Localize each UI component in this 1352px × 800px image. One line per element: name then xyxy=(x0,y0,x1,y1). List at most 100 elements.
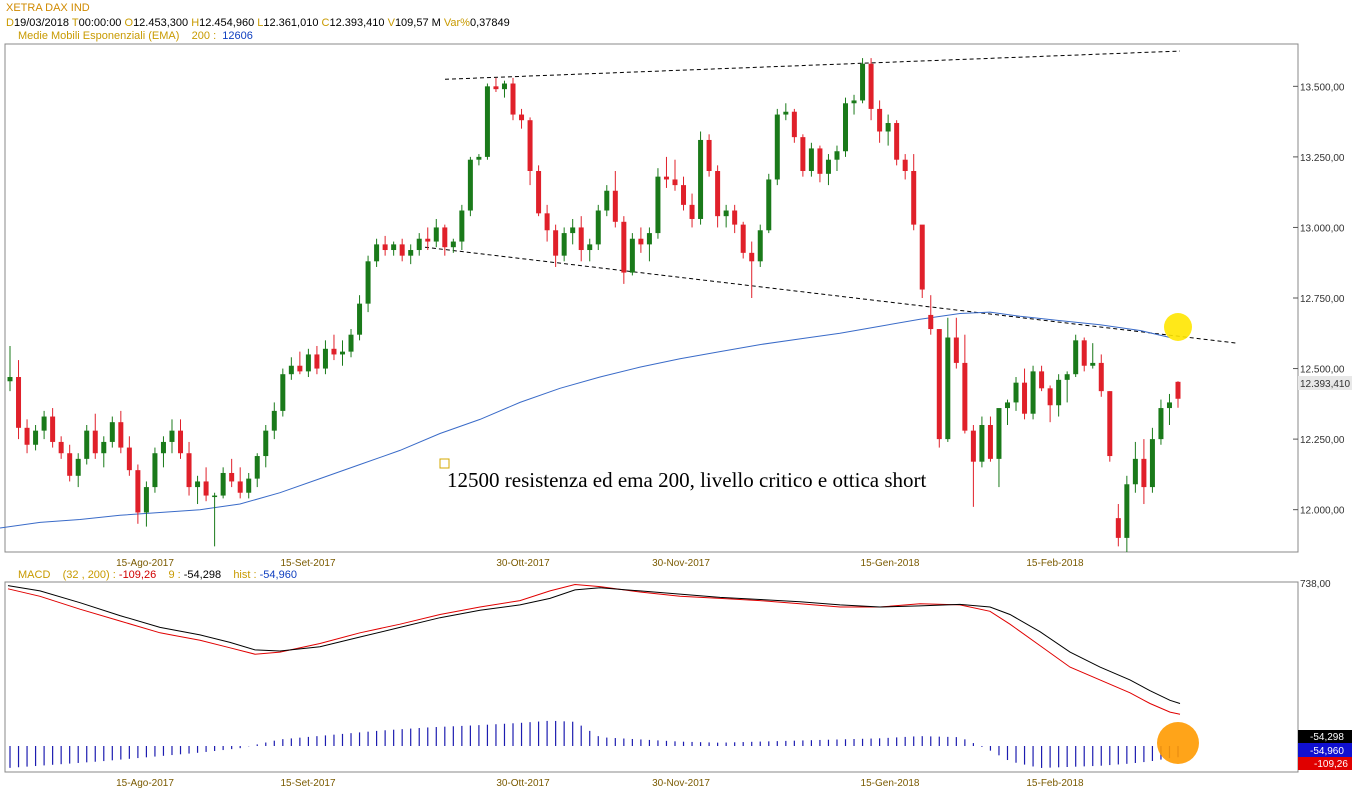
price-tick-label: 13.000,00 xyxy=(1300,223,1345,234)
macd-legend[interactable]: MACD (32 , 200) : -109,26 9 : -54,298 hi… xyxy=(18,569,297,581)
ema-200-line xyxy=(0,311,1171,529)
candle-body xyxy=(715,171,721,217)
date-tick-label: 30-Ott-2017 xyxy=(496,778,550,789)
candle-body xyxy=(987,425,993,459)
date-tick-label: 30-Nov-2017 xyxy=(652,558,710,569)
hist-badge-box xyxy=(1298,743,1352,757)
macd-badge-box xyxy=(1298,757,1352,770)
candle-body xyxy=(101,441,107,454)
macd-histogram xyxy=(9,720,1179,768)
candle-body xyxy=(817,148,823,174)
candle-body xyxy=(689,204,695,219)
candle-body xyxy=(1064,374,1070,380)
price-badge: 12.393,410 xyxy=(1300,379,1350,390)
candle-body xyxy=(58,441,64,454)
candle-body xyxy=(979,425,985,462)
candle-body xyxy=(50,416,56,442)
candle-body xyxy=(919,224,925,290)
candle-body xyxy=(1166,402,1172,409)
price-tick-label: 12.500,00 xyxy=(1300,365,1345,376)
date-value: 19/03/2018 xyxy=(13,17,70,29)
price-tick-label: 13.250,00 xyxy=(1300,153,1345,164)
candle-body xyxy=(843,103,849,152)
candle-body xyxy=(1149,439,1155,488)
candle-body xyxy=(178,430,184,454)
price-axis: 12.000,00 12.250,00 12.500,00 12.750,00 13.0… xyxy=(1293,82,1345,517)
candle-body xyxy=(868,63,874,109)
candle-body xyxy=(1039,371,1045,389)
candle-body xyxy=(1141,458,1147,488)
price-badge-box xyxy=(1298,376,1352,390)
candle-body xyxy=(825,159,831,174)
annotation-anchor[interactable] xyxy=(439,458,450,469)
date-tick-label: 15-Feb-2018 xyxy=(1026,558,1084,569)
candle-body xyxy=(519,114,525,121)
candle-body xyxy=(570,227,576,234)
candle-body xyxy=(723,210,729,217)
chart-title: XETRA DAX IND xyxy=(6,2,90,14)
date-tick-label: 30-Nov-2017 xyxy=(652,778,710,789)
date-tick-label: 15-Set-2017 xyxy=(280,778,335,789)
candle-body xyxy=(1175,381,1181,399)
candle-body xyxy=(280,374,286,411)
signal-line xyxy=(7,585,1181,704)
candle-body xyxy=(143,487,149,513)
macd-lines xyxy=(7,583,1181,715)
price-tick-label: 12.250,00 xyxy=(1300,435,1345,446)
candle-body xyxy=(391,244,397,251)
candle-body xyxy=(493,86,499,90)
volume-value: 109,57 M xyxy=(394,17,441,29)
candle-body xyxy=(1022,382,1028,414)
candle-body xyxy=(732,210,738,225)
ema-legend[interactable]: Medie Mobili Esponenziali (EMA) 200 : 12… xyxy=(18,30,253,42)
annotation-text: 12500 resistenza ed ema 200, livello cri… xyxy=(447,468,927,492)
macd-time-axis: 15-Ago-2017 15-Set-2017 30-Ott-2017 30-Nov-… xyxy=(116,778,1084,789)
candle-body xyxy=(297,365,303,372)
candle-body xyxy=(501,83,507,90)
candle-body xyxy=(902,159,908,171)
candle-body xyxy=(41,416,47,431)
candle-body xyxy=(408,250,414,256)
hist-value: -54,960 xyxy=(259,569,297,581)
candle-body xyxy=(936,329,942,440)
macd-top-label: 738,00 xyxy=(1300,579,1331,590)
signal-badge: -54,298 xyxy=(1310,732,1344,743)
candle-body xyxy=(740,224,746,253)
candle-body xyxy=(1115,518,1121,538)
candle-body xyxy=(357,303,363,335)
candle-body xyxy=(638,238,644,245)
candle-body xyxy=(467,159,473,211)
candle-body xyxy=(629,238,635,273)
candle-body xyxy=(75,458,81,476)
candle-body xyxy=(962,362,968,431)
date-tick-label: 15-Gen-2018 xyxy=(861,778,920,789)
candle-body xyxy=(527,120,533,171)
candle-body xyxy=(459,210,465,242)
high-value: 12.454,960 xyxy=(199,17,255,29)
candle-body xyxy=(84,430,90,459)
candle-body xyxy=(203,481,209,496)
open-value: 12.453,300 xyxy=(133,17,189,29)
candle-body xyxy=(212,495,218,498)
candle-body xyxy=(587,244,593,251)
macd-panel xyxy=(4,581,1299,773)
candle-body xyxy=(7,377,13,382)
macd-value: -109,26 xyxy=(118,569,157,581)
resistance-highlight xyxy=(1164,313,1192,341)
trendline xyxy=(424,246,1238,344)
candle-body xyxy=(757,230,763,262)
price-tick-label: 13.500,00 xyxy=(1300,82,1345,93)
candle-body xyxy=(1124,484,1130,538)
macd-badge: -109,26 xyxy=(1314,759,1348,770)
candle-body xyxy=(834,151,840,160)
price-time-axis: 15-Ago-2017 15-Set-2017 30-Ott-2017 30-Nov-… xyxy=(116,558,1084,569)
candle-body xyxy=(655,176,661,234)
candle-body xyxy=(510,83,516,115)
candle-body xyxy=(374,244,380,262)
candle-body xyxy=(851,100,857,104)
candle-body xyxy=(109,422,115,442)
candle-body xyxy=(160,441,166,454)
price-tick-label: 12.000,00 xyxy=(1300,506,1345,517)
candle-body xyxy=(118,422,124,448)
